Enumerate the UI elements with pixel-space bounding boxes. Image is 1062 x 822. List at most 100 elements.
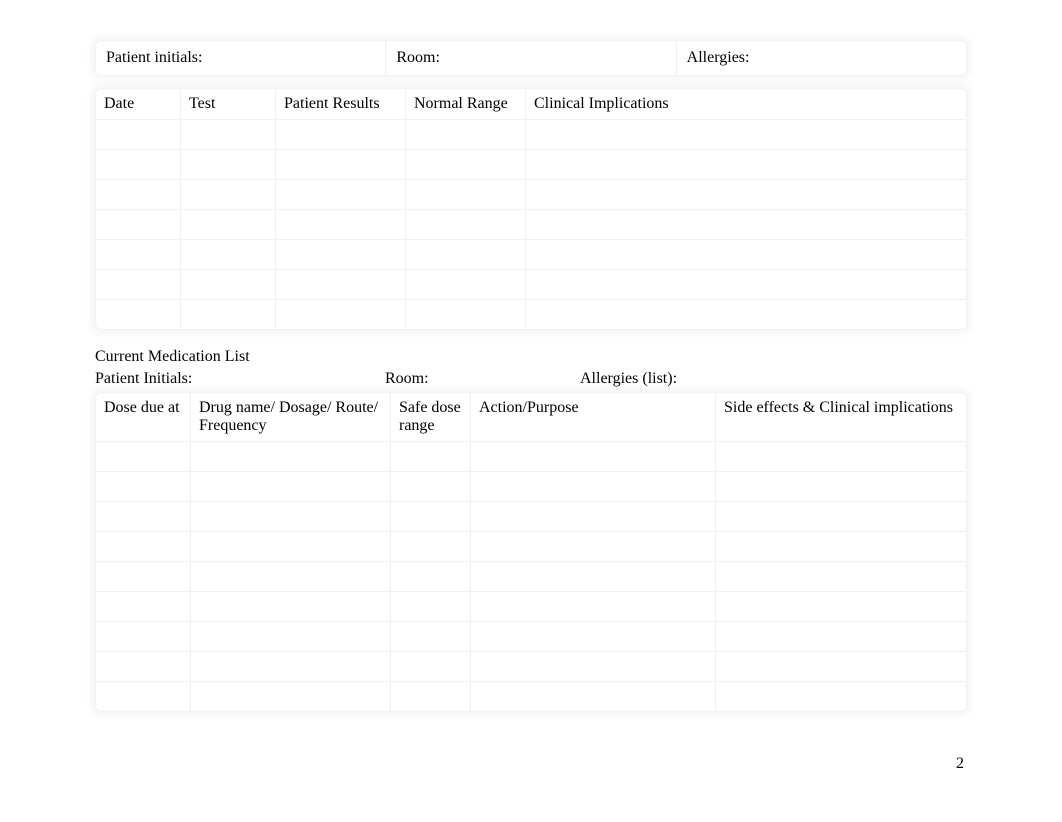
table-cell xyxy=(96,179,181,209)
table-cell xyxy=(191,651,391,681)
patient-initials-label-2: Patient Initials: xyxy=(95,368,385,390)
table-cell xyxy=(191,471,391,501)
table-cell xyxy=(96,681,191,711)
table-cell xyxy=(96,239,181,269)
table-row xyxy=(96,119,966,149)
table-cell xyxy=(96,441,191,471)
table-cell xyxy=(391,471,471,501)
table-cell xyxy=(471,651,716,681)
table-cell xyxy=(191,531,391,561)
table-cell xyxy=(191,591,391,621)
table-cell xyxy=(96,591,191,621)
table-cell xyxy=(276,209,406,239)
table-cell xyxy=(391,441,471,471)
table-row xyxy=(96,591,966,621)
table-row xyxy=(96,269,966,299)
table-cell xyxy=(526,119,966,149)
table-cell xyxy=(716,441,966,471)
col-patient-results: Patient Results xyxy=(276,89,406,119)
table-cell xyxy=(406,119,526,149)
table-cell xyxy=(391,501,471,531)
table-cell xyxy=(716,621,966,651)
table-cell xyxy=(391,621,471,651)
table-cell xyxy=(716,681,966,711)
table-cell xyxy=(191,561,391,591)
col-dose-due: Dose due at xyxy=(96,393,191,441)
table-cell xyxy=(391,561,471,591)
table-header-row: Date Test Patient Results Normal Range C… xyxy=(96,89,966,119)
table-cell xyxy=(276,239,406,269)
table-cell xyxy=(471,531,716,561)
table-row xyxy=(96,651,966,681)
table-cell xyxy=(526,209,966,239)
table-cell xyxy=(191,681,391,711)
table-cell xyxy=(181,119,276,149)
table-cell xyxy=(276,269,406,299)
table-cell xyxy=(96,621,191,651)
table-cell xyxy=(391,651,471,681)
table-cell xyxy=(276,149,406,179)
table-cell xyxy=(716,651,966,681)
table-row xyxy=(96,501,966,531)
table-cell xyxy=(391,681,471,711)
section-title-medication-list: Current Medication List xyxy=(95,348,967,366)
table-cell xyxy=(96,149,181,179)
table-row xyxy=(96,531,966,561)
table-cell xyxy=(471,591,716,621)
col-clinical-implications: Clinical Implications xyxy=(526,89,966,119)
col-drug-name: Drug name/ Dosage/ Route/ Frequency xyxy=(191,393,391,441)
patient-info-row-1: Patient initials: Room: Allergies: xyxy=(95,40,967,76)
table-cell xyxy=(471,441,716,471)
table-row xyxy=(96,561,966,591)
table-cell xyxy=(406,209,526,239)
table-cell xyxy=(526,299,966,329)
col-safe-dose: Safe dose range xyxy=(391,393,471,441)
table-cell xyxy=(96,561,191,591)
table-cell xyxy=(406,269,526,299)
col-date: Date xyxy=(96,89,181,119)
table-row xyxy=(96,441,966,471)
table-cell xyxy=(526,149,966,179)
table-cell xyxy=(181,209,276,239)
table-cell xyxy=(181,179,276,209)
table-cell xyxy=(716,471,966,501)
table-cell xyxy=(96,119,181,149)
table-cell xyxy=(191,621,391,651)
table-row xyxy=(96,681,966,711)
table-cell xyxy=(191,501,391,531)
allergies-label: Allergies: xyxy=(677,41,966,75)
table-cell xyxy=(391,591,471,621)
table-row xyxy=(96,179,966,209)
table-cell xyxy=(471,471,716,501)
table-cell xyxy=(191,441,391,471)
table-row xyxy=(96,239,966,269)
table-row xyxy=(96,209,966,239)
table-cell xyxy=(96,531,191,561)
table-cell xyxy=(181,239,276,269)
patient-info-row-2: Patient Initials: Room: Allergies (list)… xyxy=(95,368,967,390)
table-cell xyxy=(406,239,526,269)
table-cell xyxy=(406,149,526,179)
table-row xyxy=(96,471,966,501)
allergies-label-2: Allergies (list): xyxy=(580,368,967,390)
room-label-2: Room: xyxy=(385,368,580,390)
table-cell xyxy=(471,501,716,531)
table-row xyxy=(96,149,966,179)
col-test: Test xyxy=(181,89,276,119)
table-cell xyxy=(96,209,181,239)
table-cell xyxy=(406,179,526,209)
table-cell xyxy=(716,591,966,621)
lab-results-table: Date Test Patient Results Normal Range C… xyxy=(95,88,967,330)
table-cell xyxy=(181,269,276,299)
table-cell xyxy=(276,119,406,149)
table-cell xyxy=(471,621,716,651)
table-cell xyxy=(716,531,966,561)
table-cell xyxy=(96,471,191,501)
table-row xyxy=(96,621,966,651)
table-cell xyxy=(276,179,406,209)
table-cell xyxy=(391,531,471,561)
table-cell xyxy=(471,681,716,711)
table-cell xyxy=(526,239,966,269)
table-cell xyxy=(716,501,966,531)
table-cell xyxy=(406,299,526,329)
